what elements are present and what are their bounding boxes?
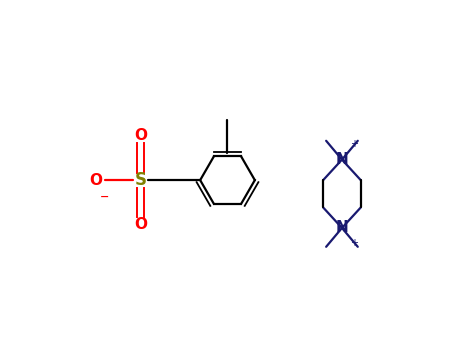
Text: N: N [336, 152, 349, 167]
Text: −: − [100, 192, 109, 202]
Text: S: S [134, 171, 147, 189]
Text: O: O [90, 173, 102, 188]
Text: O: O [134, 128, 147, 143]
Text: O: O [134, 217, 147, 232]
Text: N: N [336, 220, 349, 236]
Text: +: + [350, 139, 358, 149]
Text: +: + [350, 238, 358, 248]
